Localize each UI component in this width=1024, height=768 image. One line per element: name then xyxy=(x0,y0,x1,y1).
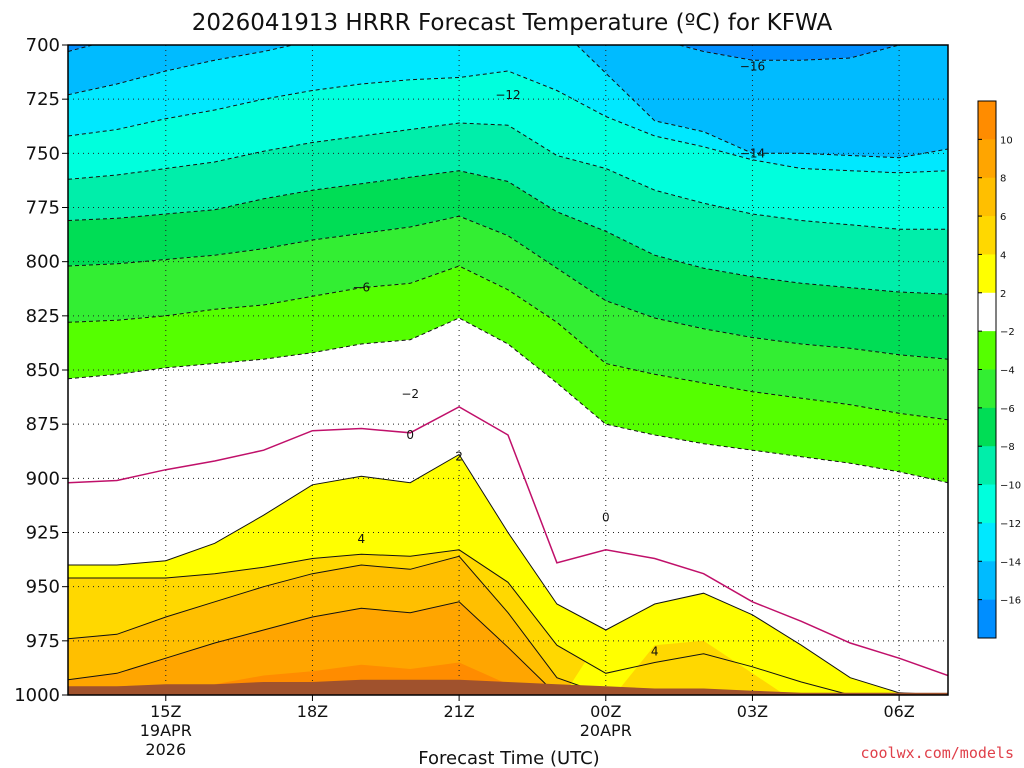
contour-label: −2 xyxy=(401,387,419,401)
y-tick-label: 950 xyxy=(26,577,60,598)
colorbar-label: 4 xyxy=(1000,250,1006,261)
contour-line-zero xyxy=(68,405,948,677)
contour-label: 4 xyxy=(651,645,659,659)
x-tick-date: 19APR xyxy=(140,721,192,740)
colorbar-label: 2 xyxy=(1000,289,1006,300)
colorbar-label: −2 xyxy=(1000,327,1015,338)
ground-fill xyxy=(68,679,948,695)
contour-label: 0 xyxy=(406,428,414,442)
y-axis: 700 725 750 775 800 825 850 875 900 925 950 975 1000 xyxy=(14,35,68,706)
y-tick-label: 875 xyxy=(26,414,60,435)
contour-line-negative xyxy=(68,45,948,159)
y-tick-label: 750 xyxy=(26,143,60,164)
colorbar: 10 8 6 4 2 −2 −4 −6 −8 −10 −12 −14 −16 xyxy=(977,100,1021,639)
x-tick-label: 18Z xyxy=(297,702,328,721)
x-axis-label: Forecast Time (UTC) xyxy=(418,748,599,768)
contour-label: 2 xyxy=(455,450,463,464)
contour-label: −16 xyxy=(740,60,765,74)
colorbar-swatch xyxy=(978,216,996,255)
colorbar-swatch xyxy=(978,599,996,639)
colorbar-swatch xyxy=(978,177,996,217)
plot-fill: −16 −14 −12 −6 −2 0 0 2 4 4 xyxy=(68,45,948,695)
contour-line-negative xyxy=(68,122,948,230)
temperature-band xyxy=(68,123,948,295)
y-tick-label: 700 xyxy=(26,35,60,56)
colorbar-swatch xyxy=(978,101,996,140)
colorbar-label: −4 xyxy=(1000,366,1015,377)
contour-line-negative xyxy=(68,317,948,484)
colorbar-label: −10 xyxy=(1000,481,1021,492)
contour-label: −14 xyxy=(740,146,765,160)
colorbar-swatch xyxy=(978,522,996,562)
y-tick-label: 725 xyxy=(26,89,60,110)
colorbar-swatch xyxy=(978,139,996,179)
x-tick-label: 03Z xyxy=(737,702,768,721)
colorbar-swatch xyxy=(978,561,996,601)
y-tick-label: 800 xyxy=(26,252,60,273)
contour-line-negative xyxy=(68,265,948,421)
plot-area: −16 −14 −12 −6 −2 0 0 2 4 4 xyxy=(67,44,949,696)
contour-label: −6 xyxy=(352,281,370,295)
x-tick-label: 15Z xyxy=(150,702,181,721)
temperature-band xyxy=(68,45,948,158)
temperature-band xyxy=(68,266,948,483)
contour-line-negative xyxy=(68,70,948,174)
y-tick-label: 925 xyxy=(26,523,60,544)
contour-label: 4 xyxy=(358,532,366,546)
y-tick-label: 975 xyxy=(26,631,60,652)
y-tick-label: 825 xyxy=(26,306,60,327)
colorbar-swatch xyxy=(978,292,996,332)
x-tick-label: 00Z xyxy=(590,702,621,721)
colorbar-swatch xyxy=(978,254,996,294)
colorbar-swatch xyxy=(978,407,996,447)
x-tick-label: 06Z xyxy=(883,702,914,721)
contour-line-positive xyxy=(68,453,948,695)
y-tick-label: 850 xyxy=(26,360,60,381)
contour-line-positive xyxy=(68,549,948,695)
colorbar-label: 6 xyxy=(1000,212,1006,223)
y-tick-label: 775 xyxy=(26,198,60,219)
x-tick-label: 21Z xyxy=(443,702,474,721)
colorbar-swatch xyxy=(978,369,996,409)
colorbar-label: −14 xyxy=(1000,557,1021,568)
credit-text: coolwx.com/models xyxy=(860,744,1014,762)
temperature-band xyxy=(68,170,948,360)
colorbar-swatch xyxy=(978,331,996,370)
contour-line-positive xyxy=(68,555,948,695)
chart-title: 2026041913 HRRR Forecast Temperature (ºC… xyxy=(192,10,833,36)
colorbar-label: −16 xyxy=(1000,596,1021,607)
x-tick-year: 2026 xyxy=(145,740,186,759)
temperature-band xyxy=(68,601,948,695)
colorbar-label: 10 xyxy=(1000,135,1013,146)
colorbar-label: −12 xyxy=(1000,519,1021,530)
contour-line-positive xyxy=(68,601,948,695)
temperature-band xyxy=(68,71,948,230)
temperature-band xyxy=(68,45,948,173)
temperature-band xyxy=(68,45,900,61)
contour-label: −12 xyxy=(495,88,520,102)
y-tick-label: 1000 xyxy=(14,685,60,706)
colorbar-label: −8 xyxy=(1000,442,1015,453)
contour-line-negative xyxy=(68,215,948,360)
y-tick-label: 900 xyxy=(26,468,60,489)
contour-line-negative xyxy=(68,170,948,295)
colorbar-swatch xyxy=(978,484,996,524)
colorbar-label: −6 xyxy=(1000,404,1015,415)
warm-lobe-inner-band xyxy=(614,640,786,695)
colorbar-swatch xyxy=(978,446,996,486)
contour-label: 0 xyxy=(602,510,610,524)
x-tick-date: 20APR xyxy=(580,721,632,740)
colorbar-label: 8 xyxy=(1000,174,1006,185)
temperature-band xyxy=(68,216,948,420)
